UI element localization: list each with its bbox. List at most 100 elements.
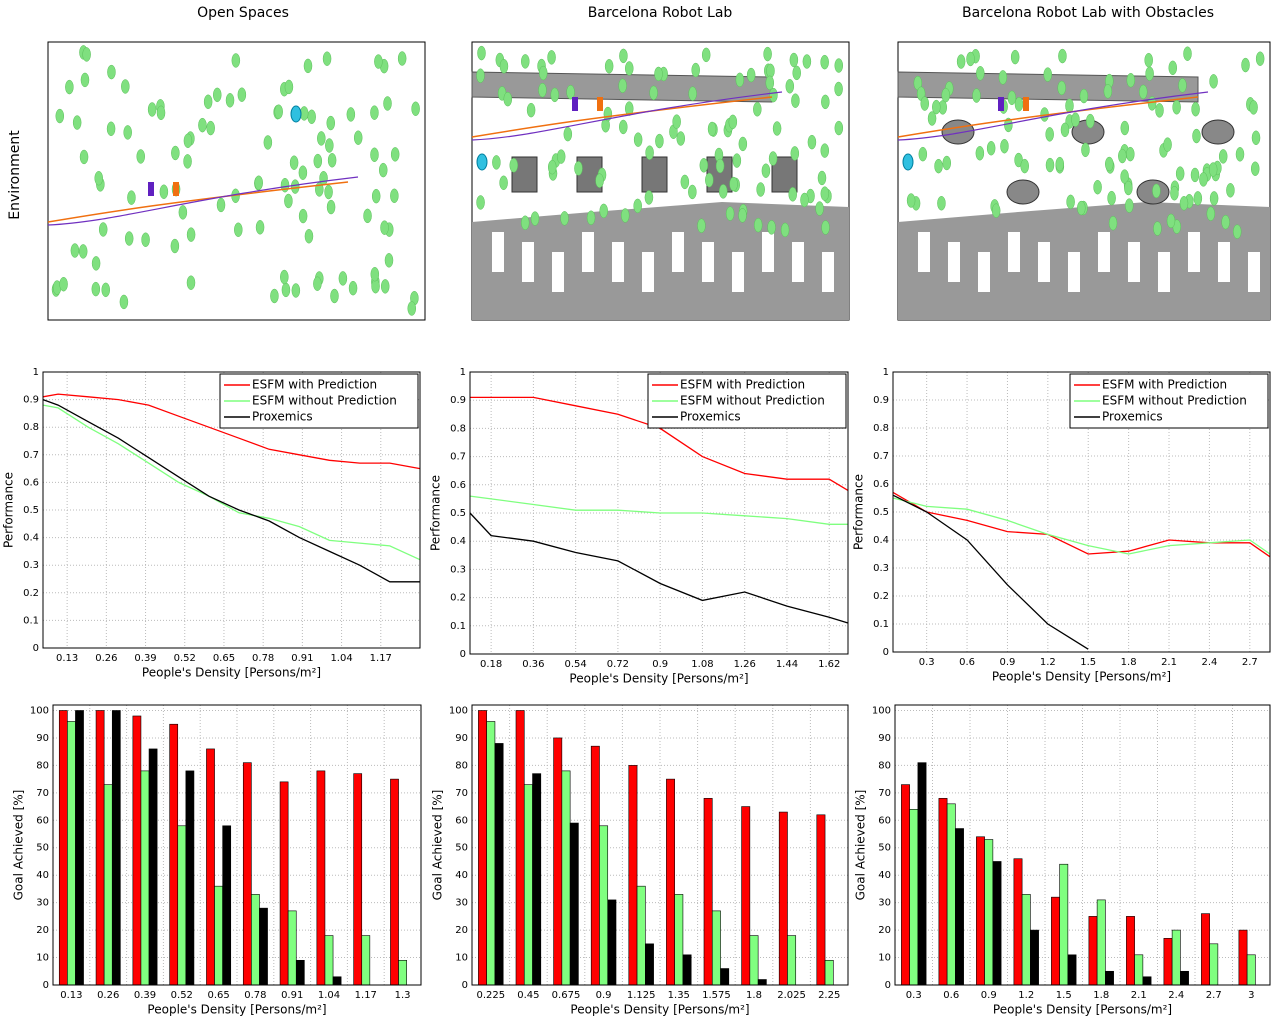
person — [738, 208, 746, 222]
column-title: Barcelona Robot Lab with Obstacles — [962, 5, 1214, 21]
person — [320, 171, 328, 185]
person — [769, 88, 777, 102]
y-tick-label: 0.3 — [450, 564, 466, 575]
person — [412, 102, 420, 116]
person — [187, 228, 195, 242]
bar — [825, 960, 833, 985]
goal — [477, 154, 487, 170]
person — [1153, 222, 1161, 236]
person — [308, 110, 316, 124]
bar — [67, 721, 75, 985]
person — [548, 50, 556, 64]
x-tick-label: 0.3 — [919, 657, 935, 668]
legend-label: ESFM with Prediction — [680, 378, 805, 392]
y-tick-label: 0.6 — [450, 480, 466, 491]
person — [557, 150, 565, 164]
person — [821, 95, 829, 109]
person — [1065, 99, 1073, 113]
y-tick-label: 60 — [36, 815, 49, 826]
building-gap — [762, 232, 774, 272]
y-tick-label: 0.6 — [23, 477, 39, 488]
person — [1152, 184, 1160, 198]
person — [476, 69, 484, 83]
person — [702, 48, 710, 62]
person — [347, 107, 355, 121]
bar — [59, 710, 67, 985]
bar — [206, 749, 214, 985]
person — [280, 270, 288, 284]
bar — [296, 960, 304, 985]
person — [107, 65, 115, 79]
person — [56, 109, 64, 123]
bar — [251, 894, 259, 985]
legend-label: Proxemics — [1102, 410, 1163, 424]
person — [408, 301, 416, 315]
person — [1156, 103, 1164, 117]
bar — [683, 955, 691, 985]
person — [1080, 89, 1088, 103]
person — [71, 244, 79, 258]
person — [538, 83, 546, 97]
x-tick-label: 0.78 — [244, 990, 266, 1001]
person — [976, 146, 984, 160]
person — [1178, 78, 1186, 92]
person — [521, 54, 529, 68]
bar — [478, 710, 486, 985]
charts: 00.10.20.30.40.50.60.70.80.91People's De… — [2, 367, 1271, 1017]
person — [521, 216, 529, 230]
legend-label: Proxemics — [252, 410, 313, 424]
x-axis-label: People's Density [Persons/m²] — [993, 1003, 1172, 1017]
person — [171, 239, 179, 253]
person — [654, 67, 662, 81]
x-tick-label: 0.18 — [480, 659, 502, 670]
person — [304, 59, 312, 73]
bar — [1097, 900, 1105, 985]
person — [625, 61, 633, 75]
x-tick-label: 0.78 — [252, 653, 274, 664]
person — [1192, 129, 1200, 143]
person — [762, 164, 770, 178]
building-gap — [1188, 232, 1200, 272]
person — [504, 92, 512, 106]
person — [290, 156, 298, 170]
y-axis-label: Performance — [852, 474, 866, 550]
person — [217, 198, 225, 212]
person — [60, 277, 68, 291]
building-gap — [672, 232, 684, 272]
person — [1008, 91, 1016, 105]
person — [650, 86, 658, 100]
x-tick-label: 0.52 — [174, 653, 196, 664]
bar — [817, 815, 825, 985]
y-tick-label: 10 — [36, 953, 49, 964]
person — [1194, 191, 1202, 205]
person — [587, 211, 595, 225]
building-gap — [1248, 252, 1260, 292]
person — [822, 221, 830, 235]
y-tick-label: 0 — [883, 647, 889, 658]
robot — [148, 182, 154, 196]
x-tick-label: 1.5 — [1080, 657, 1096, 668]
person — [907, 194, 915, 208]
person — [238, 88, 246, 102]
building-gap — [552, 252, 564, 292]
bar — [1247, 955, 1255, 985]
person — [284, 194, 292, 208]
person — [477, 195, 485, 209]
person — [992, 204, 1000, 218]
person — [747, 68, 755, 82]
person — [79, 244, 87, 258]
person — [935, 159, 943, 173]
x-tick-label: 1.17 — [355, 990, 377, 1001]
person — [184, 154, 192, 168]
bar — [280, 782, 288, 985]
person — [327, 116, 335, 130]
person — [987, 141, 995, 155]
x-tick-label: 0.9 — [596, 990, 612, 1001]
person — [943, 156, 951, 170]
person — [730, 177, 738, 191]
y-tick-label: 0.2 — [23, 588, 39, 599]
x-tick-label: 1.62 — [818, 659, 840, 670]
y-axis-label: Goal Achieved [%] — [854, 790, 868, 901]
person — [646, 146, 654, 160]
y-tick-label: 0.5 — [23, 505, 39, 516]
